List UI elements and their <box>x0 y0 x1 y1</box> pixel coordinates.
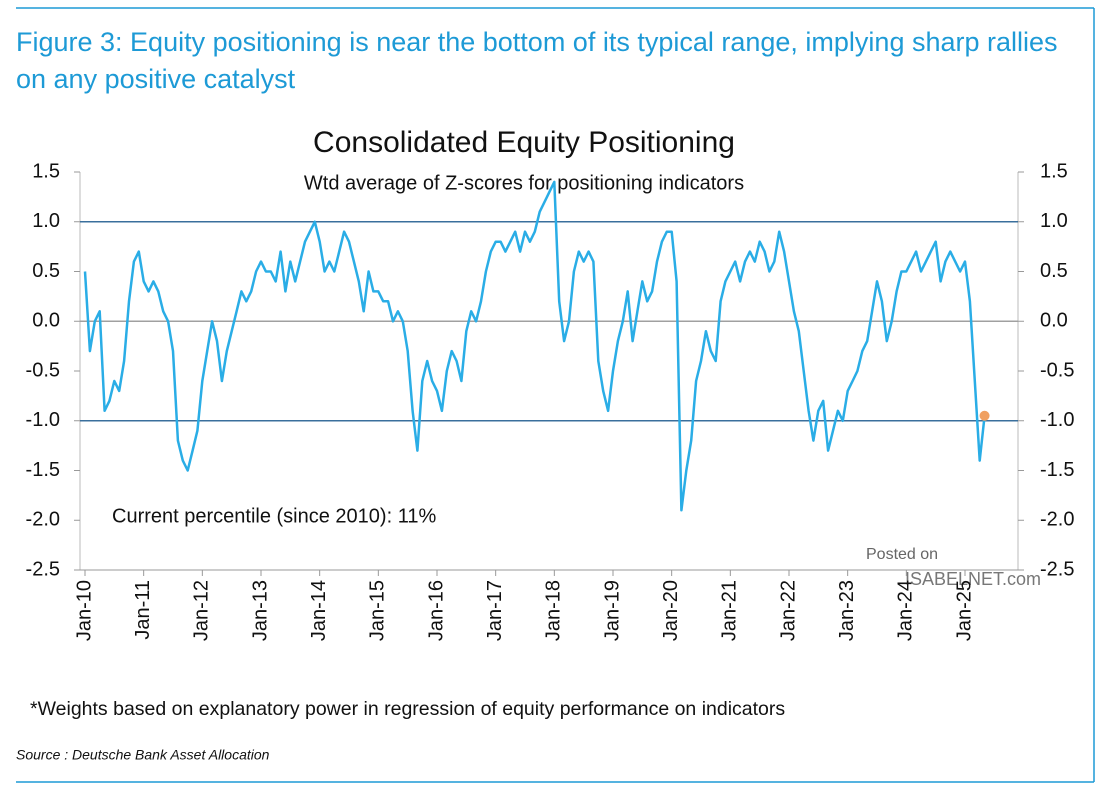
y2-tick-label: 0.0 <box>1040 310 1068 332</box>
x-tick-label: Jan-22 <box>777 580 799 641</box>
y-tick-label: -1.5 <box>26 459 60 481</box>
y-tick-label: -2.5 <box>26 558 60 580</box>
annotation: Current percentile (since 2010): 11% <box>112 505 436 527</box>
x-tick-label: Jan-19 <box>601 580 623 641</box>
y-tick-label: 1.5 <box>32 160 60 182</box>
x-tick-label: Jan-23 <box>836 580 858 641</box>
x-tick-label: Jan-17 <box>484 580 506 641</box>
watermark: Posted on <box>866 546 938 563</box>
x-tick-label: Jan-24 <box>895 580 917 641</box>
x-tick-label: Jan-16 <box>425 580 447 641</box>
x-tick-label: Jan-10 <box>73 580 95 641</box>
y-tick-label: -2.0 <box>26 509 60 531</box>
y2-tick-label: -1.0 <box>1040 409 1074 431</box>
x-tick-label: Jan-11 <box>132 580 154 640</box>
y2-tick-label: -2.0 <box>1040 509 1074 531</box>
x-tick-label: Jan-18 <box>543 580 565 641</box>
chart-subtitle: Wtd average of Z-scores for positioning … <box>304 172 744 194</box>
watermark: ISABELNET.com <box>905 569 1041 589</box>
y-tick-label: -1.0 <box>26 409 60 431</box>
series-line <box>83 180 986 512</box>
y2-tick-label: -2.5 <box>1040 558 1074 580</box>
y2-tick-label: 1.0 <box>1040 210 1068 232</box>
figure-title: Figure 3: Equity positioning is near the… <box>16 27 1058 94</box>
x-tick-label: Jan-21 <box>719 580 741 641</box>
y2-tick-label: -1.5 <box>1040 459 1074 481</box>
current-point <box>979 410 990 421</box>
y2-tick-label: 0.5 <box>1040 260 1068 282</box>
chart-title: Consolidated Equity Positioning <box>313 126 735 159</box>
y-tick-label: 1.0 <box>32 210 60 232</box>
y2-tick-label: -0.5 <box>1040 359 1074 381</box>
x-tick-label: Jan-25 <box>953 580 975 641</box>
x-tick-label: Jan-20 <box>660 580 682 641</box>
y-tick-label: 0.5 <box>32 260 60 282</box>
y2-tick-label: 1.5 <box>1040 160 1068 182</box>
x-tick-label: Jan-15 <box>367 580 389 641</box>
source: Source : Deutsche Bank Asset Allocation <box>16 747 270 763</box>
x-tick-label: Jan-12 <box>191 580 213 641</box>
y-tick-label: -0.5 <box>26 359 60 381</box>
footnote: *Weights based on explanatory power in r… <box>30 698 785 720</box>
y-tick-label: 0.0 <box>32 310 60 332</box>
x-tick-label: Jan-13 <box>249 580 271 641</box>
x-tick-label: Jan-14 <box>308 580 330 641</box>
